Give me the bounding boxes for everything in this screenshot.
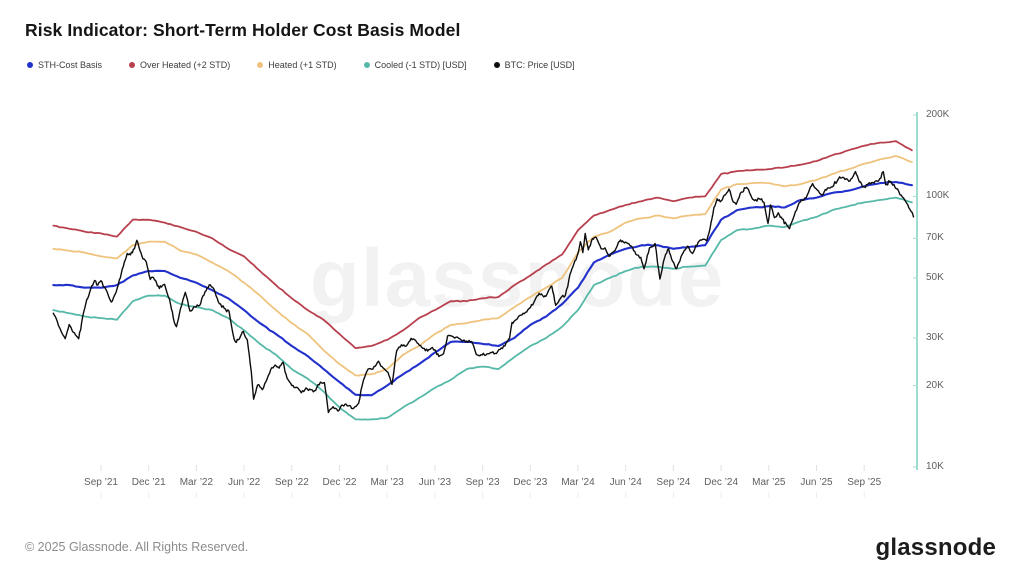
copyright-text: © 2025 Glassnode. All Rights Reserved. — [25, 540, 249, 554]
legend-item-label: Over Heated (+2 STD) — [140, 60, 231, 70]
legend-dot-icon — [493, 62, 500, 68]
series-line-sth-cost-basis — [52, 180, 913, 397]
x-axis-label: Dec ’23 — [513, 477, 548, 488]
x-axis-label: Sep ’24 — [656, 477, 691, 488]
series-line-btc-price — [52, 170, 915, 414]
legend-item-label: BTC: Price [USD] — [504, 60, 575, 70]
x-axis-label: Dec ’22 — [322, 477, 357, 488]
x-axis-label: Jun ’23 — [418, 477, 452, 488]
x-axis-label: Mar ’23 — [370, 477, 404, 488]
x-axis-label: Sep ’25 — [847, 477, 882, 488]
x-axis-label: Mar ’25 — [752, 477, 786, 488]
glassnode-logo[interactable]: glassnode — [875, 534, 996, 561]
legend-dot-icon — [129, 62, 136, 68]
legend: STH-Cost Basis Over Heated (+2 STD) Heated… — [27, 60, 575, 70]
y-axis-label: 20K — [926, 379, 944, 391]
legend-item-label: Cooled (-1 STD) [USD] — [374, 60, 467, 70]
y-axis-label: 70K — [926, 232, 944, 244]
x-axis-label: Dec ’24 — [704, 477, 739, 488]
y-axis-label: 200K — [926, 108, 950, 120]
legend-dot-icon — [363, 62, 370, 68]
y-axis-label: 50K — [926, 271, 944, 283]
x-axis-label: Sep ’23 — [465, 477, 500, 488]
x-axis-label: Jun ’25 — [800, 477, 833, 488]
legend-item[interactable]: Over Heated (+2 STD) — [129, 60, 230, 70]
legend-dot-icon — [27, 62, 33, 68]
x-axis-label: Sep ’22 — [274, 477, 309, 488]
page-title: Risk Indicator: Short-Term Holder Cost B… — [25, 20, 461, 40]
legend-item[interactable]: BTC: Price [USD] — [493, 60, 575, 70]
x-axis-label: Jun ’24 — [609, 477, 642, 488]
x-axis-label: Mar ’24 — [561, 477, 595, 488]
legend-item-label: STH-Cost Basis — [38, 60, 103, 70]
series-line-cooled-1-std-usd — [52, 196, 913, 421]
y-axis-label: 30K — [926, 331, 944, 343]
legend-dot-icon — [257, 62, 264, 68]
y-axis-label: 100K — [926, 190, 950, 202]
legend-item-label: Heated (+1 STD) — [268, 60, 337, 70]
x-axis-label: Dec ’21 — [131, 477, 166, 488]
series-line-over-heated-2-std — [52, 140, 913, 349]
legend-item[interactable]: Cooled (-1 STD) [USD] — [363, 60, 467, 70]
x-axis-label: Sep ’21 — [84, 477, 118, 488]
x-axis-label: Mar ’22 — [179, 477, 214, 488]
legend-item[interactable]: STH-Cost Basis — [27, 60, 102, 70]
series-line-heated-1-std — [52, 155, 913, 377]
y-axis-label: 10K — [926, 461, 944, 472]
legend-item[interactable]: Heated (+1 STD) — [257, 60, 337, 70]
x-axis-label: Jun ’22 — [227, 477, 261, 488]
